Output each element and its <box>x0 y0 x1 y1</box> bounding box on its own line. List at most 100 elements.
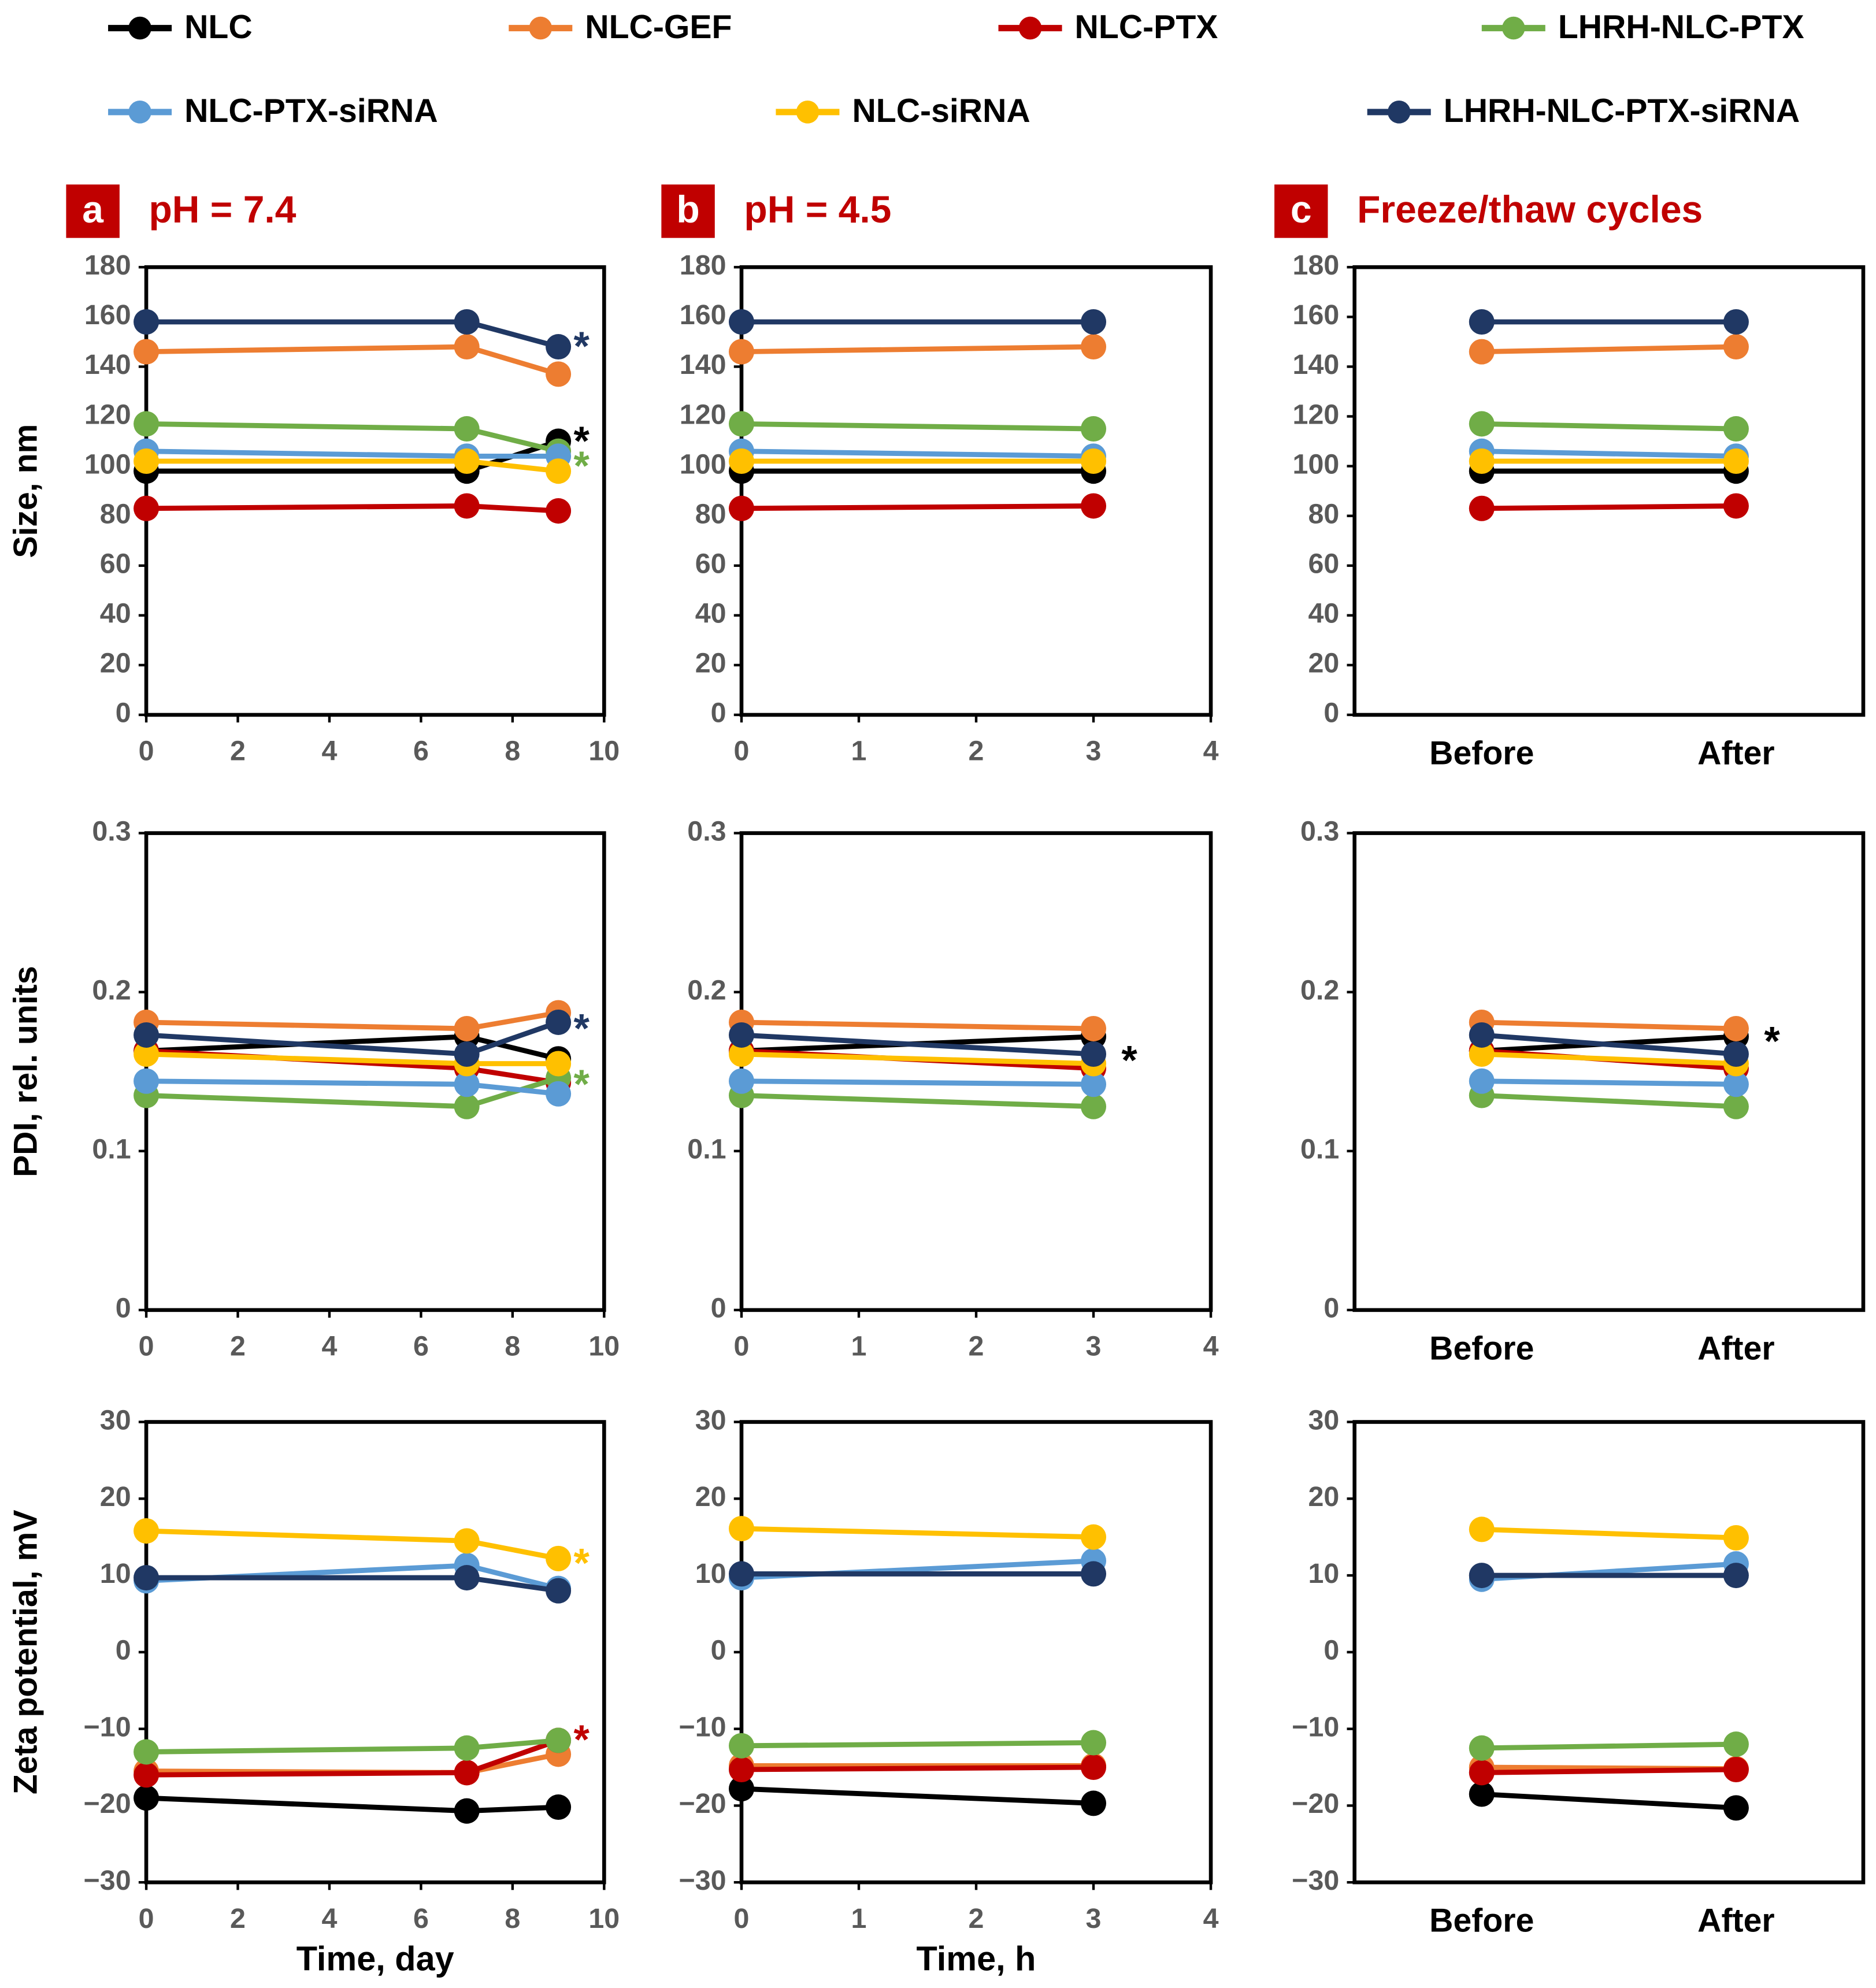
y-tick-label: 10 <box>100 1558 131 1589</box>
marker <box>1723 1015 1749 1041</box>
legend-label: NLC-PTX-siRNA <box>184 92 438 129</box>
marker <box>728 339 755 365</box>
series <box>1469 1082 1749 1119</box>
y-axis-label: Zeta potential, mV <box>8 1510 45 1795</box>
marker <box>1081 1730 1107 1756</box>
y-tick-label: 20 <box>100 648 131 679</box>
y-tick-label: 0 <box>711 1635 726 1666</box>
annotation: * <box>574 1006 590 1051</box>
panel-title: pH = 4.5 <box>744 188 891 231</box>
y-tick-label: 0 <box>116 698 131 729</box>
series-line <box>1481 1032 1737 1057</box>
series <box>728 448 1107 474</box>
marker <box>546 1009 572 1035</box>
y-tick-label: 10 <box>695 1558 726 1589</box>
marker <box>134 1565 160 1591</box>
series <box>134 1565 572 1604</box>
marker <box>1081 1015 1107 1041</box>
series-line <box>146 1010 559 1032</box>
marker <box>728 1756 755 1783</box>
series <box>134 1785 572 1824</box>
panel-letter: b <box>676 188 699 231</box>
marker <box>454 1041 480 1067</box>
marker <box>1723 448 1749 474</box>
x-tick-label: 1 <box>851 736 867 767</box>
y-tick-label: 20 <box>1308 648 1339 679</box>
marker <box>454 334 480 360</box>
legend-marker <box>1018 16 1042 40</box>
y-tick-label: −30 <box>679 1865 726 1896</box>
marker <box>546 1051 572 1077</box>
series <box>728 411 1107 442</box>
marker <box>1469 1781 1495 1807</box>
marker <box>728 1022 755 1048</box>
y-tick-label: 0 <box>1323 698 1339 729</box>
series-line <box>146 1528 559 1562</box>
y-tick-label: 160 <box>1293 299 1340 331</box>
legend-label: LHRH-NLC-PTX-siRNA <box>1444 92 1800 129</box>
marker <box>134 1022 160 1048</box>
x-tick-label: 10 <box>588 1903 620 1934</box>
annotation: * <box>574 1061 590 1107</box>
series-line <box>146 344 559 377</box>
marker <box>1469 1022 1495 1048</box>
marker <box>1469 1516 1495 1542</box>
marker <box>454 1071 480 1097</box>
marker <box>1081 1041 1107 1067</box>
y-tick-label: 160 <box>680 299 726 331</box>
marker <box>134 1041 160 1067</box>
series <box>728 309 1107 335</box>
y-tick-label: −30 <box>84 1865 131 1896</box>
series <box>1469 1563 1749 1589</box>
marker <box>546 1545 572 1571</box>
y-tick-label: −20 <box>679 1788 726 1819</box>
marker <box>454 1735 480 1761</box>
marker <box>728 1776 755 1802</box>
plot-frame <box>144 265 606 717</box>
series-line <box>1481 344 1737 355</box>
marker <box>1469 495 1495 521</box>
y-tick-label: 20 <box>1308 1481 1339 1512</box>
marker <box>134 411 160 437</box>
series-line <box>146 448 559 459</box>
y-tick-label: 0 <box>1323 1635 1339 1666</box>
y-axis-label: Size, nm <box>8 424 45 558</box>
marker <box>134 1518 160 1544</box>
marker <box>1723 1563 1749 1589</box>
x-tick-label: 4 <box>1203 1903 1219 1934</box>
x-tick-label: 0 <box>734 736 750 767</box>
series-line <box>1481 1078 1736 1087</box>
series <box>728 334 1107 365</box>
y-tick-label: 100 <box>680 448 726 480</box>
y-tick-label: 100 <box>1293 448 1340 480</box>
x-tick-label: 0 <box>139 1331 154 1362</box>
series <box>728 438 1107 469</box>
series <box>134 1518 572 1571</box>
series-line <box>741 1093 1094 1110</box>
series-line <box>741 1019 1094 1032</box>
y-tick-label: 60 <box>695 548 726 580</box>
series-line <box>1481 1792 1737 1811</box>
y-tick-label: 0.2 <box>1300 974 1339 1006</box>
marker <box>1469 339 1495 365</box>
y-tick-label: 20 <box>695 1481 726 1512</box>
legend-label: NLC-siRNA <box>852 92 1030 129</box>
x-tick-label: Before <box>1429 1330 1534 1367</box>
marker <box>728 448 755 474</box>
series <box>728 1755 1107 1783</box>
x-axis-label: Time, h <box>917 1939 1036 1978</box>
x-tick-label: 10 <box>588 1331 620 1362</box>
series-line <box>1481 503 1736 511</box>
annotation: * <box>1121 1037 1137 1083</box>
y-tick-label: 180 <box>680 250 726 281</box>
marker <box>454 1015 480 1041</box>
x-tick-label: 2 <box>969 1903 984 1934</box>
y-tick-label: −10 <box>84 1711 131 1742</box>
legend-label: NLC-GEF <box>585 9 732 46</box>
series <box>1469 438 1749 469</box>
marker <box>1081 1071 1107 1097</box>
series <box>134 334 572 387</box>
x-tick-label: 6 <box>413 1331 429 1362</box>
series-line <box>741 448 1094 459</box>
marker <box>134 1785 160 1811</box>
